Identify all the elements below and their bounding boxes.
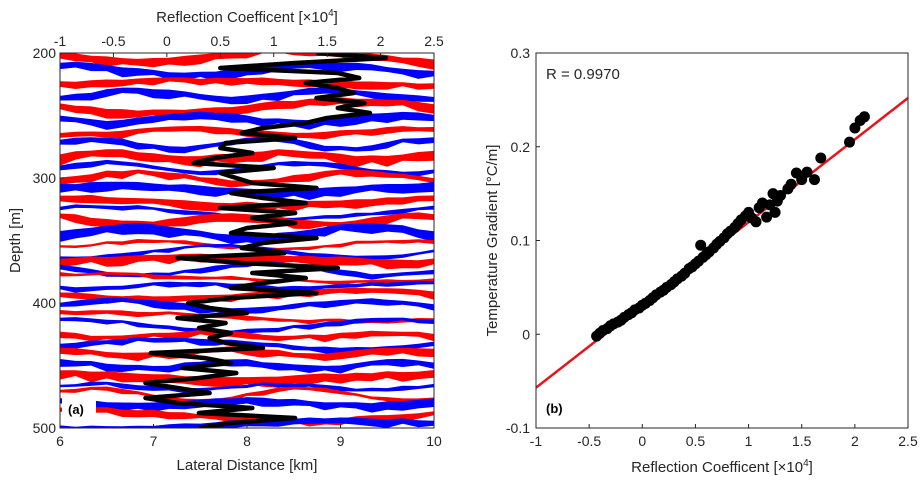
panel-a-y-ticks: 200 300 400 500 <box>33 45 64 436</box>
seismic-band-blue <box>60 397 434 413</box>
top-x-tick-label: 2.5 <box>424 33 444 49</box>
seismic-band-red <box>60 370 434 388</box>
seismic-band-blue <box>60 223 434 245</box>
seismic-band-blue <box>60 337 434 355</box>
x-tick-label: 8 <box>243 433 251 449</box>
seismic-band-blue <box>60 381 434 394</box>
x-tick-label: 2.5 <box>898 433 918 449</box>
correlation-annotation: R = 0.9970 <box>546 66 620 83</box>
top-x-tick-label: 1.5 <box>317 33 337 49</box>
x-tick-label: 7 <box>150 433 158 449</box>
scatter-point <box>785 178 797 190</box>
x-tick-label: 1.5 <box>792 433 812 449</box>
scatter-point <box>775 190 786 201</box>
x-tick-label: 9 <box>337 433 345 449</box>
top-x-tick-label: 0.5 <box>211 33 231 49</box>
x-tick-label: 2 <box>851 433 859 449</box>
panel-a-ylabel: Depth [m] <box>7 208 24 273</box>
reflection-trace <box>143 53 389 428</box>
seismic-band-red <box>60 346 434 362</box>
scatter-point <box>844 136 855 148</box>
seismic-band-blue <box>60 243 434 261</box>
top-x-tick-label: 2 <box>377 33 385 49</box>
seismic-band-blue <box>60 204 434 223</box>
seismic-band-blue <box>60 111 434 130</box>
x-tick-label: 0.5 <box>686 433 706 449</box>
reflection-trace-layer <box>143 53 389 428</box>
scatter-points-layer <box>591 111 870 342</box>
panel-b-y-ticks: -0.1 0 0.1 0.2 0.3 <box>506 45 540 436</box>
x-tick-label: -1 <box>530 433 543 449</box>
y-tick-label: 300 <box>33 170 57 186</box>
seismic-band-red <box>60 330 434 343</box>
seismic-band-blue <box>60 136 434 154</box>
panel-a-x-ticks: 6 7 8 9 10 <box>56 424 442 449</box>
panel-b-ylabel: Temperature Gradient [°C/m] <box>484 145 501 337</box>
y-tick-label: 0.2 <box>511 139 531 155</box>
x-tick-label: 10 <box>426 433 442 449</box>
seismic-band-blue <box>60 87 434 105</box>
seismic-band-red <box>60 169 434 188</box>
seismic-band-red <box>60 149 434 168</box>
scatter-point <box>809 174 820 186</box>
panel-a-xlabel: Lateral Distance [km] <box>177 457 318 474</box>
top-x-tick-label: -0.5 <box>101 33 125 49</box>
scatter-point <box>815 152 827 164</box>
seismic-band-blue <box>60 317 434 334</box>
seismic-band-red <box>60 97 434 120</box>
y-tick-label: 0.1 <box>511 233 531 249</box>
panel-a-top-x-ticks: -1 -0.5 0 0.5 1 1.5 2 2.5 <box>54 33 444 57</box>
y-tick-label: 0.3 <box>511 45 531 61</box>
scatter-point <box>858 111 870 123</box>
panel-a: 6 7 8 9 10 -1 -0.5 0 0.5 1 1.5 2 2.5 200 300 400 500 L… <box>7 8 444 474</box>
y-tick-label: 400 <box>33 295 57 311</box>
panel-b-xlabel: Reflection Coefficent [×104] <box>631 458 813 476</box>
x-tick-label: 1 <box>745 433 753 449</box>
seismic-section-image <box>60 53 434 428</box>
panel-b: -1 -0.5 0 0.5 1 1.5 2 2.5 -0.1 0 0.1 0.2 0.3 Reflec… <box>484 45 918 476</box>
panel-b-tag: (b) <box>546 401 563 416</box>
x-tick-label: 6 <box>56 433 64 449</box>
scatter-point <box>769 206 781 218</box>
seismic-band-red <box>60 386 434 404</box>
panel-a-tag-box <box>62 396 96 420</box>
y-tick-label: 200 <box>33 45 57 61</box>
panel-a-top-xlabel: Reflection Coefficent [×104] <box>156 8 338 26</box>
top-x-tick-label: 1 <box>270 33 278 49</box>
y-tick-label: 0 <box>522 326 530 342</box>
seismic-band-red <box>60 194 434 213</box>
scatter-point <box>801 166 813 178</box>
x-tick-label: 0 <box>638 433 646 449</box>
panel-b-x-ticks: -1 -0.5 0 0.5 1 1.5 2 2.5 <box>530 424 918 449</box>
scatter-point <box>695 239 707 251</box>
seismic-band-red <box>60 310 434 325</box>
seismic-band-blue <box>60 358 434 374</box>
x-tick-label: -0.5 <box>577 433 601 449</box>
seismic-band-blue <box>60 297 434 315</box>
top-x-tick-label: -1 <box>54 33 67 49</box>
seismic-band-red <box>60 272 434 286</box>
panel-a-tag: (a) <box>68 402 84 417</box>
scatter-point <box>750 216 762 228</box>
top-x-tick-label: 0 <box>163 33 171 49</box>
y-tick-label: 500 <box>33 420 57 436</box>
y-tick-label: -0.1 <box>506 420 530 436</box>
seismic-band-red <box>60 53 434 70</box>
scatter-point <box>761 211 773 223</box>
